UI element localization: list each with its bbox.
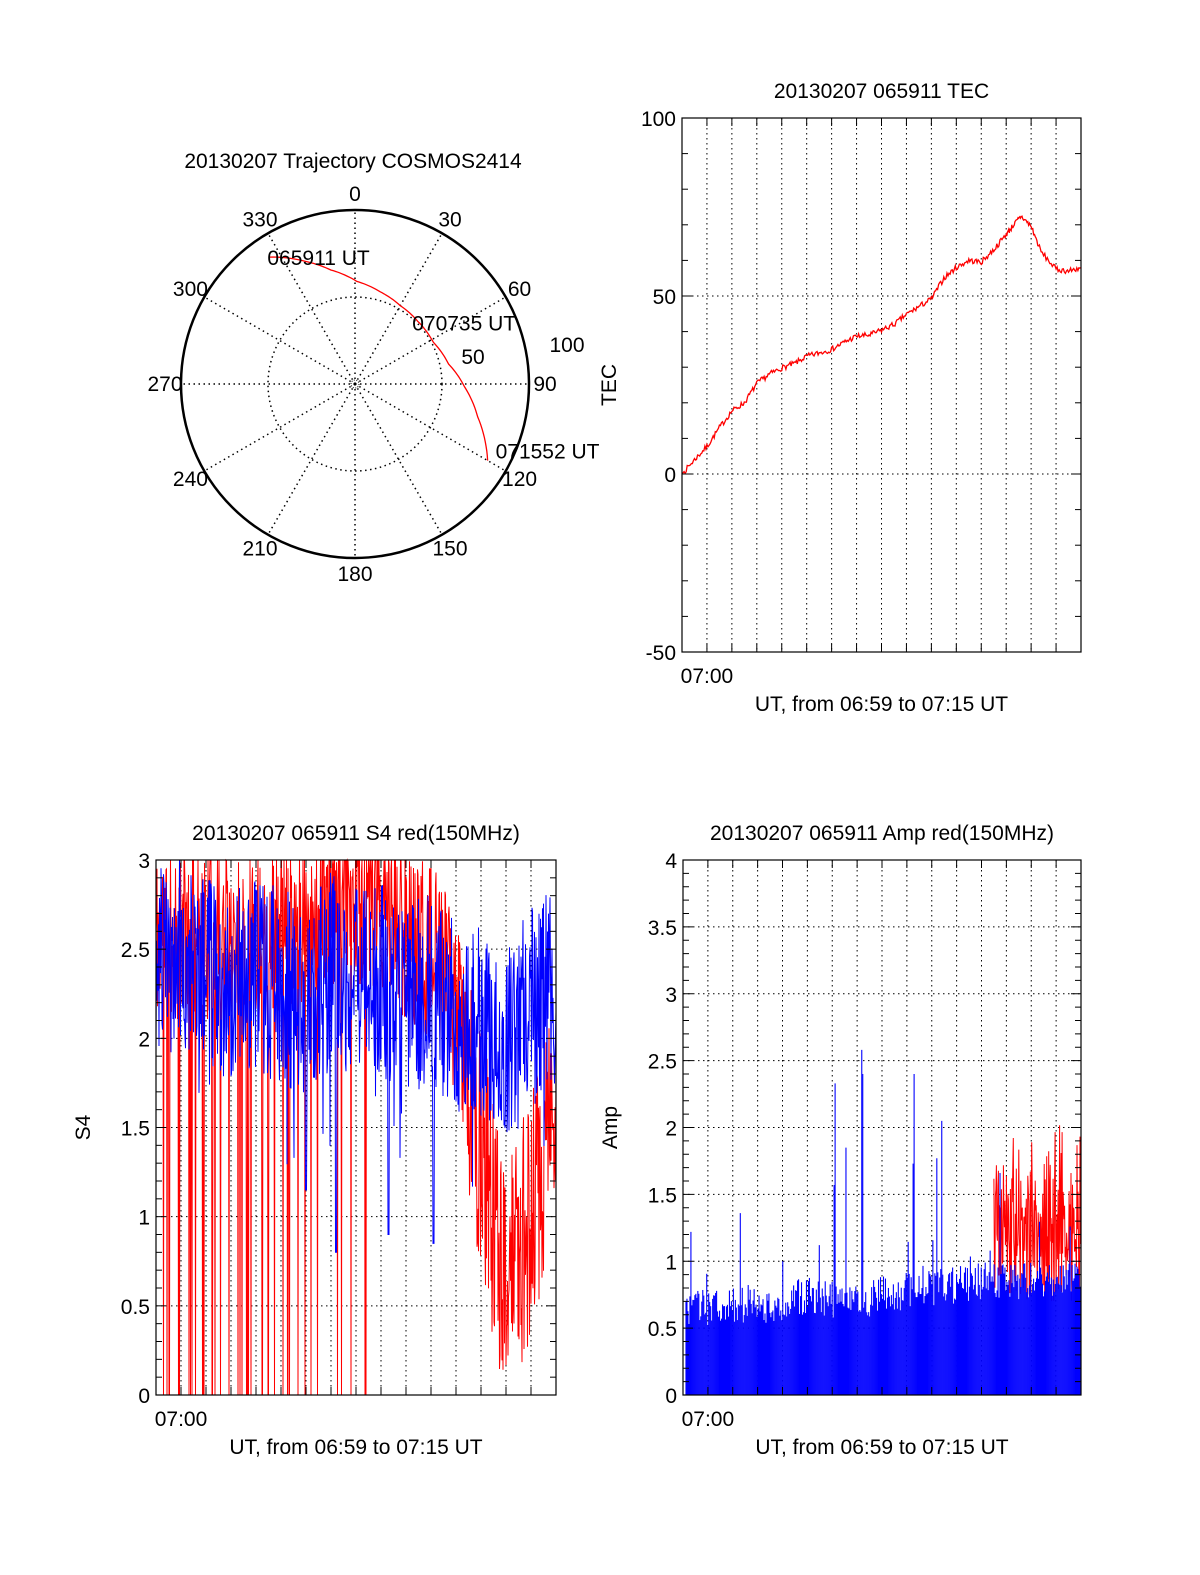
- polar-spoke-210: [267, 383, 356, 536]
- polar-angle-label: 120: [502, 468, 537, 491]
- amp-ylabel: Amp: [599, 1106, 622, 1149]
- amp-xlabel: UT, from 06:59 to 07:15 UT: [755, 1436, 1008, 1459]
- polar-angle-label: 150: [432, 538, 467, 561]
- amp-ytick-label: 1: [665, 1251, 677, 1274]
- s4-ytick-label: 2.5: [121, 939, 150, 962]
- tec-xtick-label: 07:00: [681, 665, 734, 688]
- tec-ytick-label: -50: [646, 642, 676, 665]
- s4-red-series: [155, 858, 557, 1396]
- polar-angle-label: 90: [533, 373, 556, 396]
- s4-ytick-label: 1: [138, 1207, 150, 1230]
- polar-angle-label: 240: [173, 468, 208, 491]
- s4-xtick-label: 07:00: [155, 1408, 208, 1431]
- polar-spoke-60: [354, 296, 507, 385]
- polar-center: [350, 379, 360, 389]
- tec-xlabel: UT, from 06:59 to 07:15 UT: [755, 693, 1008, 716]
- polar-spoke-120: [354, 383, 507, 472]
- amp-red-series: [993, 1125, 1082, 1302]
- amp-ytick-label: 2.5: [648, 1051, 677, 1074]
- amp-xtick-label: 07:00: [682, 1408, 735, 1431]
- s4-blue-series: [155, 859, 557, 1253]
- polar-angle-label: 270: [147, 373, 182, 396]
- amp-ytick-label: 2: [665, 1118, 677, 1141]
- amp-ytick-label: 0: [665, 1385, 677, 1408]
- tec-ylabel: TEC: [598, 364, 621, 406]
- s4-ytick-label: 0: [138, 1385, 150, 1408]
- polar-radial-label: 50: [461, 346, 484, 369]
- polar-title: 20130207 Trajectory COSMOS2414: [184, 150, 522, 173]
- polar-trajectory: [269, 256, 489, 461]
- s4-ytick-label: 2: [138, 1028, 150, 1051]
- amp-ytick-label: 1.5: [648, 1184, 677, 1207]
- s4-ytick-label: 3: [138, 850, 150, 873]
- tec-series-line: [681, 215, 1082, 475]
- s4-ytick-label: 0.5: [121, 1296, 150, 1319]
- polar-time-annotation: 070735 UT: [412, 313, 516, 336]
- s4-title: 20130207 065911 S4 red(150MHz): [192, 822, 520, 845]
- polar-time-annotation: 065911 UT: [267, 247, 370, 270]
- polar-angle-label: 210: [242, 538, 277, 561]
- polar-angle-label: 300: [173, 278, 208, 301]
- amp-ytick-label: 3.5: [648, 917, 677, 940]
- polar-angle-label: 30: [438, 208, 461, 231]
- polar-spoke-150: [354, 383, 443, 536]
- amp-ytick-label: 0.5: [648, 1318, 677, 1341]
- polar-angle-label: 60: [508, 278, 531, 301]
- polar-angle-label: 330: [242, 208, 277, 231]
- tec-ytick-label: 0: [664, 464, 676, 487]
- tec-ytick-label: 50: [653, 286, 676, 309]
- polar-outer-ring: [179, 208, 531, 560]
- polar-angle-label: 180: [337, 563, 372, 586]
- polar-spoke-240: [203, 383, 356, 472]
- amp-ytick-label: 4: [665, 850, 677, 873]
- tec-ytick-label: 100: [641, 108, 676, 131]
- polar-angle-label: 0: [349, 183, 361, 206]
- tec-title: 20130207 065911 TEC: [774, 80, 989, 103]
- s4-ytick-label: 1.5: [121, 1118, 150, 1141]
- s4-xlabel: UT, from 06:59 to 07:15 UT: [229, 1436, 482, 1459]
- polar-radial-label: 100: [549, 334, 584, 357]
- polar-spoke-30: [354, 232, 443, 385]
- s4-ylabel: S4: [72, 1114, 95, 1140]
- polar-spoke-330: [267, 232, 356, 385]
- amp-ytick-label: 3: [665, 984, 677, 1007]
- polar-time-annotation: 071552 UT: [496, 441, 600, 464]
- polar-spoke-300: [203, 296, 356, 385]
- polar-ring-50: [267, 296, 443, 472]
- amp-title: 20130207 065911 Amp red(150MHz): [710, 822, 1054, 845]
